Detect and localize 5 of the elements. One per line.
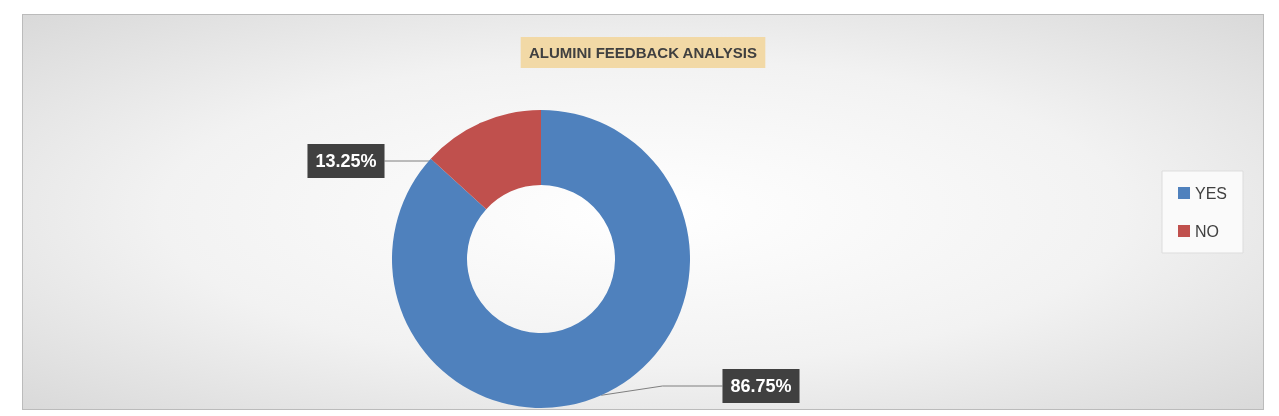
data-label: 86.75%	[730, 376, 792, 396]
legend-label: YES	[1194, 184, 1227, 202]
data-label: 13.25%	[315, 151, 377, 171]
legend-label: NO	[1194, 222, 1219, 240]
chart-title: ALUMINI FEEDBACK ANALYSIS	[528, 44, 758, 61]
